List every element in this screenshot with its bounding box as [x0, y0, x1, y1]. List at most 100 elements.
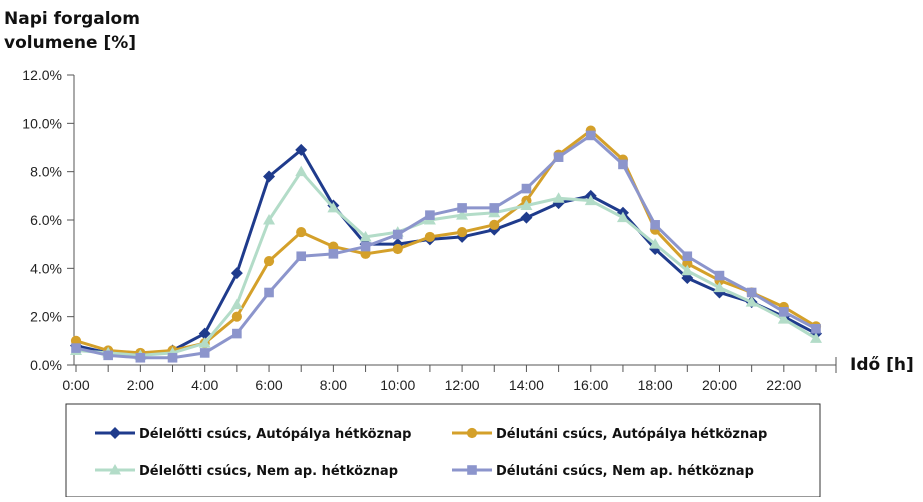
data-point	[392, 229, 403, 240]
data-point	[520, 199, 533, 210]
y-axis-title-line2: volumene [%]	[4, 33, 136, 53]
x-tick-label: 8:00	[320, 377, 347, 393]
data-point	[231, 311, 242, 322]
data-point	[198, 337, 211, 348]
x-tick-label: 22:00	[766, 377, 801, 393]
data-point	[327, 201, 340, 213]
data-point	[360, 241, 371, 252]
series-4	[71, 130, 821, 363]
data-point	[296, 251, 307, 262]
data-point	[296, 226, 307, 238]
data-point	[424, 231, 436, 243]
x-tick-label: 6:00	[255, 377, 282, 393]
data-point	[682, 251, 693, 262]
x-tick-label: 10:00	[380, 377, 415, 393]
data-point	[264, 287, 274, 298]
legend-item-3: Délelőtti csúcs, Nem ap. hétköznap	[95, 464, 398, 479]
data-point	[103, 350, 113, 361]
legend-label: Délelőtti csúcs, Autópálya hétköznap	[139, 427, 411, 442]
data-point	[263, 214, 276, 225]
y-tick-label: 8.0%	[30, 164, 62, 180]
series-line	[75, 133, 817, 360]
data-point	[746, 287, 757, 298]
data-point	[135, 352, 146, 363]
x-tick-label: 18:00	[638, 377, 673, 393]
data-point	[199, 348, 210, 358]
data-point	[359, 230, 372, 242]
data-point	[489, 219, 500, 230]
x-tick-label: 20:00	[702, 377, 737, 393]
data-point	[295, 143, 308, 156]
legend-swatch-marker	[109, 427, 121, 439]
x-tick-label: 0:00	[62, 377, 89, 393]
y-axis-title-line1: Napi forgalom	[4, 9, 140, 29]
data-point	[552, 192, 565, 203]
data-point	[328, 249, 339, 259]
legend: Délelőtti csúcs, Autópálya hétköznap Délu…	[65, 403, 821, 498]
data-point	[230, 298, 243, 310]
x-axis-title: Idő [h]	[850, 355, 914, 375]
data-point	[520, 211, 533, 224]
data-point	[618, 159, 628, 170]
x-tick-label: 2:00	[127, 377, 154, 393]
data-point	[456, 226, 468, 238]
data-point	[553, 152, 564, 162]
y-tick-label: 6.0%	[30, 212, 62, 228]
y-axis-title: Napi forgalom volumene [%]	[4, 9, 140, 53]
data-point	[745, 296, 758, 307]
x-tick-label: 4:00	[191, 377, 218, 393]
data-point	[811, 323, 821, 334]
legend-item-2: Délutáni csúcs, Autópálya hétköznap	[452, 427, 767, 442]
series-3	[70, 165, 822, 360]
data-point	[295, 165, 308, 177]
data-point	[584, 194, 597, 206]
data-point	[777, 313, 790, 324]
data-point	[263, 255, 275, 267]
legend-frame	[65, 403, 821, 498]
y-tick-label: 2.0%	[30, 309, 62, 325]
series-line	[75, 148, 817, 357]
data-point	[232, 328, 242, 339]
legend-label: Délutáni csúcs, Nem ap. hétköznap	[496, 464, 754, 479]
data-point	[714, 270, 725, 281]
data-point	[456, 209, 469, 220]
legend-swatch-marker	[466, 427, 478, 439]
data-point	[779, 307, 789, 317]
data-point	[681, 264, 694, 276]
legend-swatch-marker	[467, 465, 477, 475]
data-point	[392, 243, 403, 255]
axes: 0.0% 2.0% 4.0% 6.0% 8.0% 10.0% 12.0% 0:00 2:00 4:…	[22, 67, 837, 393]
y-tick-label: 0.0%	[30, 357, 62, 373]
data-point	[457, 203, 467, 213]
data-point	[263, 170, 276, 183]
data-point	[198, 327, 211, 340]
legend-item-4: Délutáni csúcs, Nem ap. hétköznap	[452, 464, 754, 479]
legend-label: Délelőtti csúcs, Nem ap. hétköznap	[139, 464, 398, 479]
series-line	[75, 170, 817, 357]
data-point	[585, 130, 596, 141]
series-1	[70, 143, 822, 362]
data-point	[650, 220, 660, 230]
data-point	[713, 281, 726, 293]
data-point	[230, 267, 243, 280]
data-point	[167, 352, 178, 363]
legend-label: Délutáni csúcs, Autópálya hétköznap	[496, 427, 767, 442]
data-point	[521, 183, 532, 194]
data-point	[649, 238, 662, 249]
legend-swatch-marker	[109, 464, 121, 475]
series-line	[75, 129, 817, 355]
data-point	[616, 211, 629, 223]
series-2	[70, 125, 822, 359]
data-point	[425, 210, 435, 220]
data-point	[810, 332, 822, 343]
data-point	[71, 343, 81, 353]
y-tick-label: 4.0%	[30, 260, 62, 276]
x-tick-label: 14:00	[509, 377, 544, 393]
y-tick-label: 12.0%	[22, 67, 62, 83]
series-group	[70, 125, 822, 363]
x-tick-label: 16:00	[573, 377, 608, 393]
legend-item-1: Délelőtti csúcs, Autópálya hétköznap	[95, 427, 411, 442]
y-tick-label: 10.0%	[22, 115, 62, 131]
